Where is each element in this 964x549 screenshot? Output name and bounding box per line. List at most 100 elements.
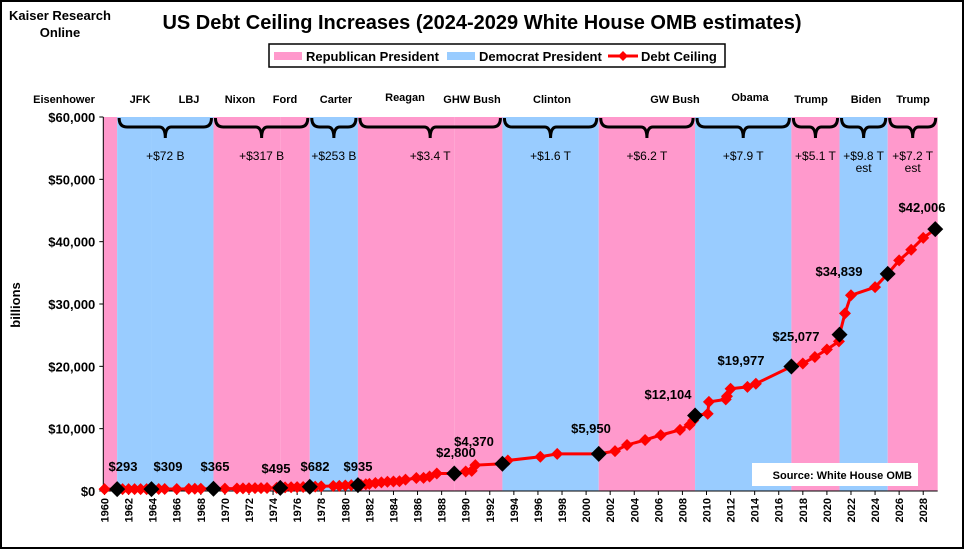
axes: $0 $10,000 $20,000 $30,000 $40,000 $50,000 $60… [48, 110, 938, 522]
x-tick-label: 2006 [653, 498, 665, 522]
debt-ceiling-point [430, 467, 443, 480]
debt-ceiling-point [621, 438, 634, 451]
debt-ceiling-point [654, 429, 667, 442]
x-tick-label: 1964 [148, 497, 160, 522]
debt-ceiling-point [469, 459, 482, 472]
value-label: $42,006 [899, 200, 946, 215]
debt-ceiling-point [534, 450, 547, 463]
brace-icon [213, 117, 310, 139]
inauguration-point [590, 445, 607, 462]
president-name: Clinton [533, 94, 571, 106]
debt-ceiling-point [315, 480, 328, 493]
debt-ceiling-point [98, 483, 111, 496]
x-tick-label: 2026 [894, 498, 906, 522]
value-label: $935 [344, 459, 373, 474]
brace-label: +$6.2 T [626, 149, 667, 163]
band-jfk [117, 117, 152, 491]
value-label: $34,839 [816, 264, 863, 279]
value-label: $4,370 [454, 434, 494, 449]
brace-icon [599, 117, 695, 139]
brace-label: +$9.8 T [843, 149, 884, 163]
x-tick-label: 2020 [822, 498, 834, 522]
x-tick-label: 1962 [124, 498, 136, 522]
x-tick-label: 2008 [677, 498, 689, 522]
legend-label-republican: Republican President [306, 49, 440, 64]
series-debt-ceiling [98, 221, 944, 498]
x-tick-label: 1970 [220, 498, 232, 522]
president-name: Nixon [225, 94, 256, 106]
x-tick-label: 2024 [870, 497, 882, 522]
inauguration-point [927, 221, 944, 238]
brace-label: +$1.6 T [530, 149, 571, 163]
debt-ceiling-point [893, 254, 906, 267]
publisher-line1: Kaiser Research [9, 8, 111, 23]
debt-ceiling-point [249, 482, 261, 495]
president-name: Eisenhower [33, 94, 95, 106]
y-tick-label: $30,000 [48, 297, 95, 312]
president-name: Trump [794, 94, 828, 106]
debt-ceiling-point [608, 445, 621, 458]
president-name: Trump [896, 94, 930, 106]
source-note: Source: White House OMB [773, 470, 912, 482]
inauguration-point [446, 465, 463, 482]
brace-label: +$317 B [239, 149, 284, 163]
band-ford [280, 117, 310, 491]
inauguration-point [783, 358, 800, 375]
president-name: JFK [130, 94, 151, 106]
debt-ceiling-point [194, 482, 207, 495]
brace-note: est [856, 161, 873, 175]
debt-ceiling-point [551, 447, 564, 460]
brace-icon [888, 117, 938, 139]
value-label: $309 [154, 459, 183, 474]
debt-ceiling-point [218, 482, 231, 495]
debt-ceiling-point [170, 482, 183, 495]
publisher-line2: Online [40, 25, 80, 40]
debt-ceiling-point [796, 357, 809, 370]
debt-ceiling-point [399, 473, 412, 486]
x-tick-label: 1980 [340, 498, 352, 522]
value-labels: $293 $309 $365 $495 $682 $935 $2,800$4,370 $5,9… [109, 200, 946, 476]
band-nixon [213, 117, 281, 491]
brace-icon [117, 117, 213, 139]
brace-icon [791, 117, 840, 139]
x-tick-label: 1992 [485, 498, 497, 522]
x-tick-label: 1972 [244, 498, 256, 522]
value-label: $12,104 [645, 387, 693, 402]
brace-label: +$5.1 T [795, 149, 836, 163]
x-tick-label: 2012 [726, 498, 738, 522]
debt-ceiling-point [158, 482, 171, 495]
debt-ceiling-point [869, 281, 882, 294]
brace-icon [695, 117, 791, 139]
x-tick-label: 2000 [581, 498, 593, 522]
x-tick-label: 1976 [292, 498, 304, 522]
president-names: Eisenhower JFK LBJ Nixon Ford Carter Reagan GHW… [33, 92, 930, 106]
inauguration-point [494, 455, 511, 472]
x-tick-label: 1986 [413, 498, 425, 522]
legend-label-democrat: Democrat President [479, 49, 602, 64]
inauguration-point [109, 481, 126, 498]
x-tick-label: 2004 [629, 497, 641, 522]
brace-label: +$7.9 T [723, 149, 764, 163]
debt-ceiling-point [820, 343, 833, 356]
band-carter [309, 117, 358, 491]
inauguration-point [301, 478, 318, 495]
value-label: $25,077 [773, 329, 820, 344]
brace-icon [358, 117, 502, 139]
legend-label-debt-ceiling: Debt Ceiling [641, 49, 717, 64]
debt-ceiling-point [844, 289, 857, 302]
brace-label: +$7.2 T [892, 149, 933, 163]
y-tick-label: $10,000 [48, 422, 95, 437]
president-name: GW Bush [650, 94, 700, 106]
x-tick-label: 1982 [364, 498, 376, 522]
debt-ceiling-point [917, 231, 930, 244]
debt-ceiling-point [749, 377, 762, 390]
value-label: $5,950 [571, 421, 611, 436]
brace-label: +$253 B [311, 149, 356, 163]
x-tick-label: 2010 [702, 498, 714, 522]
value-label: $19,977 [718, 353, 765, 368]
x-tick-label: 2022 [846, 498, 858, 522]
debt-ceiling-point [701, 407, 714, 420]
brace-label: +$3.4 T [410, 149, 451, 163]
brace-icon [310, 117, 358, 139]
